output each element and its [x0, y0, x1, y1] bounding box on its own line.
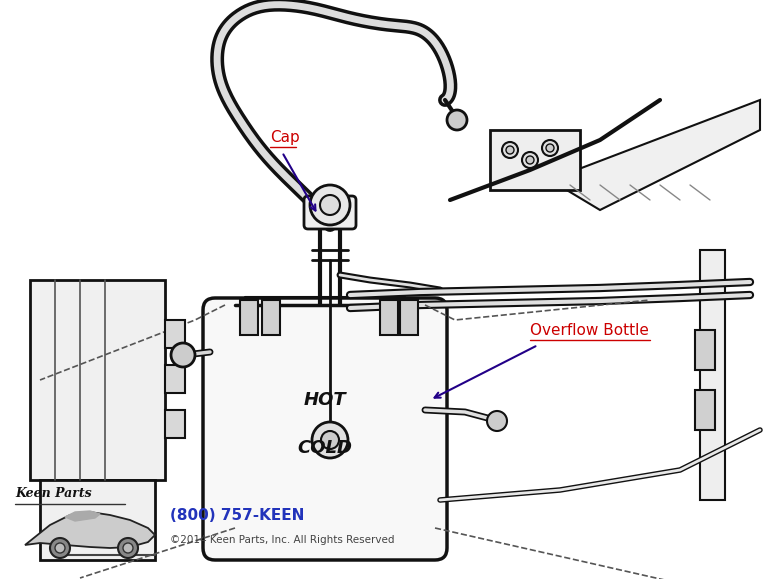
Bar — [695, 390, 715, 430]
Circle shape — [447, 110, 467, 130]
Text: Cap: Cap — [270, 130, 300, 145]
Bar — [30, 280, 165, 480]
Text: ©2014 Keen Parts, Inc. All Rights Reserved: ©2014 Keen Parts, Inc. All Rights Reserv… — [170, 535, 394, 545]
Text: COLD: COLD — [297, 439, 353, 457]
Text: (800) 757-KEEN: (800) 757-KEEN — [170, 508, 304, 523]
Polygon shape — [65, 511, 100, 521]
Bar — [165, 365, 185, 393]
Circle shape — [506, 146, 514, 154]
Circle shape — [542, 140, 558, 156]
Bar — [380, 300, 398, 335]
Circle shape — [312, 422, 348, 458]
Bar — [165, 320, 185, 348]
Circle shape — [50, 538, 70, 558]
Circle shape — [320, 195, 340, 215]
Text: HOT: HOT — [303, 391, 346, 409]
Bar — [400, 300, 418, 335]
Circle shape — [123, 543, 133, 553]
Circle shape — [321, 431, 339, 449]
Circle shape — [546, 144, 554, 152]
Text: Overflow Bottle: Overflow Bottle — [530, 323, 649, 338]
Text: Keen Parts: Keen Parts — [15, 487, 92, 500]
Circle shape — [526, 156, 534, 164]
Bar — [165, 410, 185, 438]
Bar — [700, 250, 725, 500]
Bar — [490, 130, 580, 190]
Circle shape — [310, 185, 350, 225]
Polygon shape — [550, 100, 760, 210]
FancyBboxPatch shape — [203, 298, 447, 560]
FancyBboxPatch shape — [304, 196, 356, 229]
Circle shape — [55, 543, 65, 553]
Bar — [240, 300, 258, 335]
Bar — [695, 330, 715, 370]
Circle shape — [171, 343, 195, 367]
Circle shape — [487, 411, 507, 431]
Bar — [40, 480, 155, 560]
Circle shape — [522, 152, 538, 168]
Circle shape — [502, 142, 518, 158]
Circle shape — [118, 538, 138, 558]
Polygon shape — [25, 512, 155, 548]
Bar — [262, 300, 280, 335]
